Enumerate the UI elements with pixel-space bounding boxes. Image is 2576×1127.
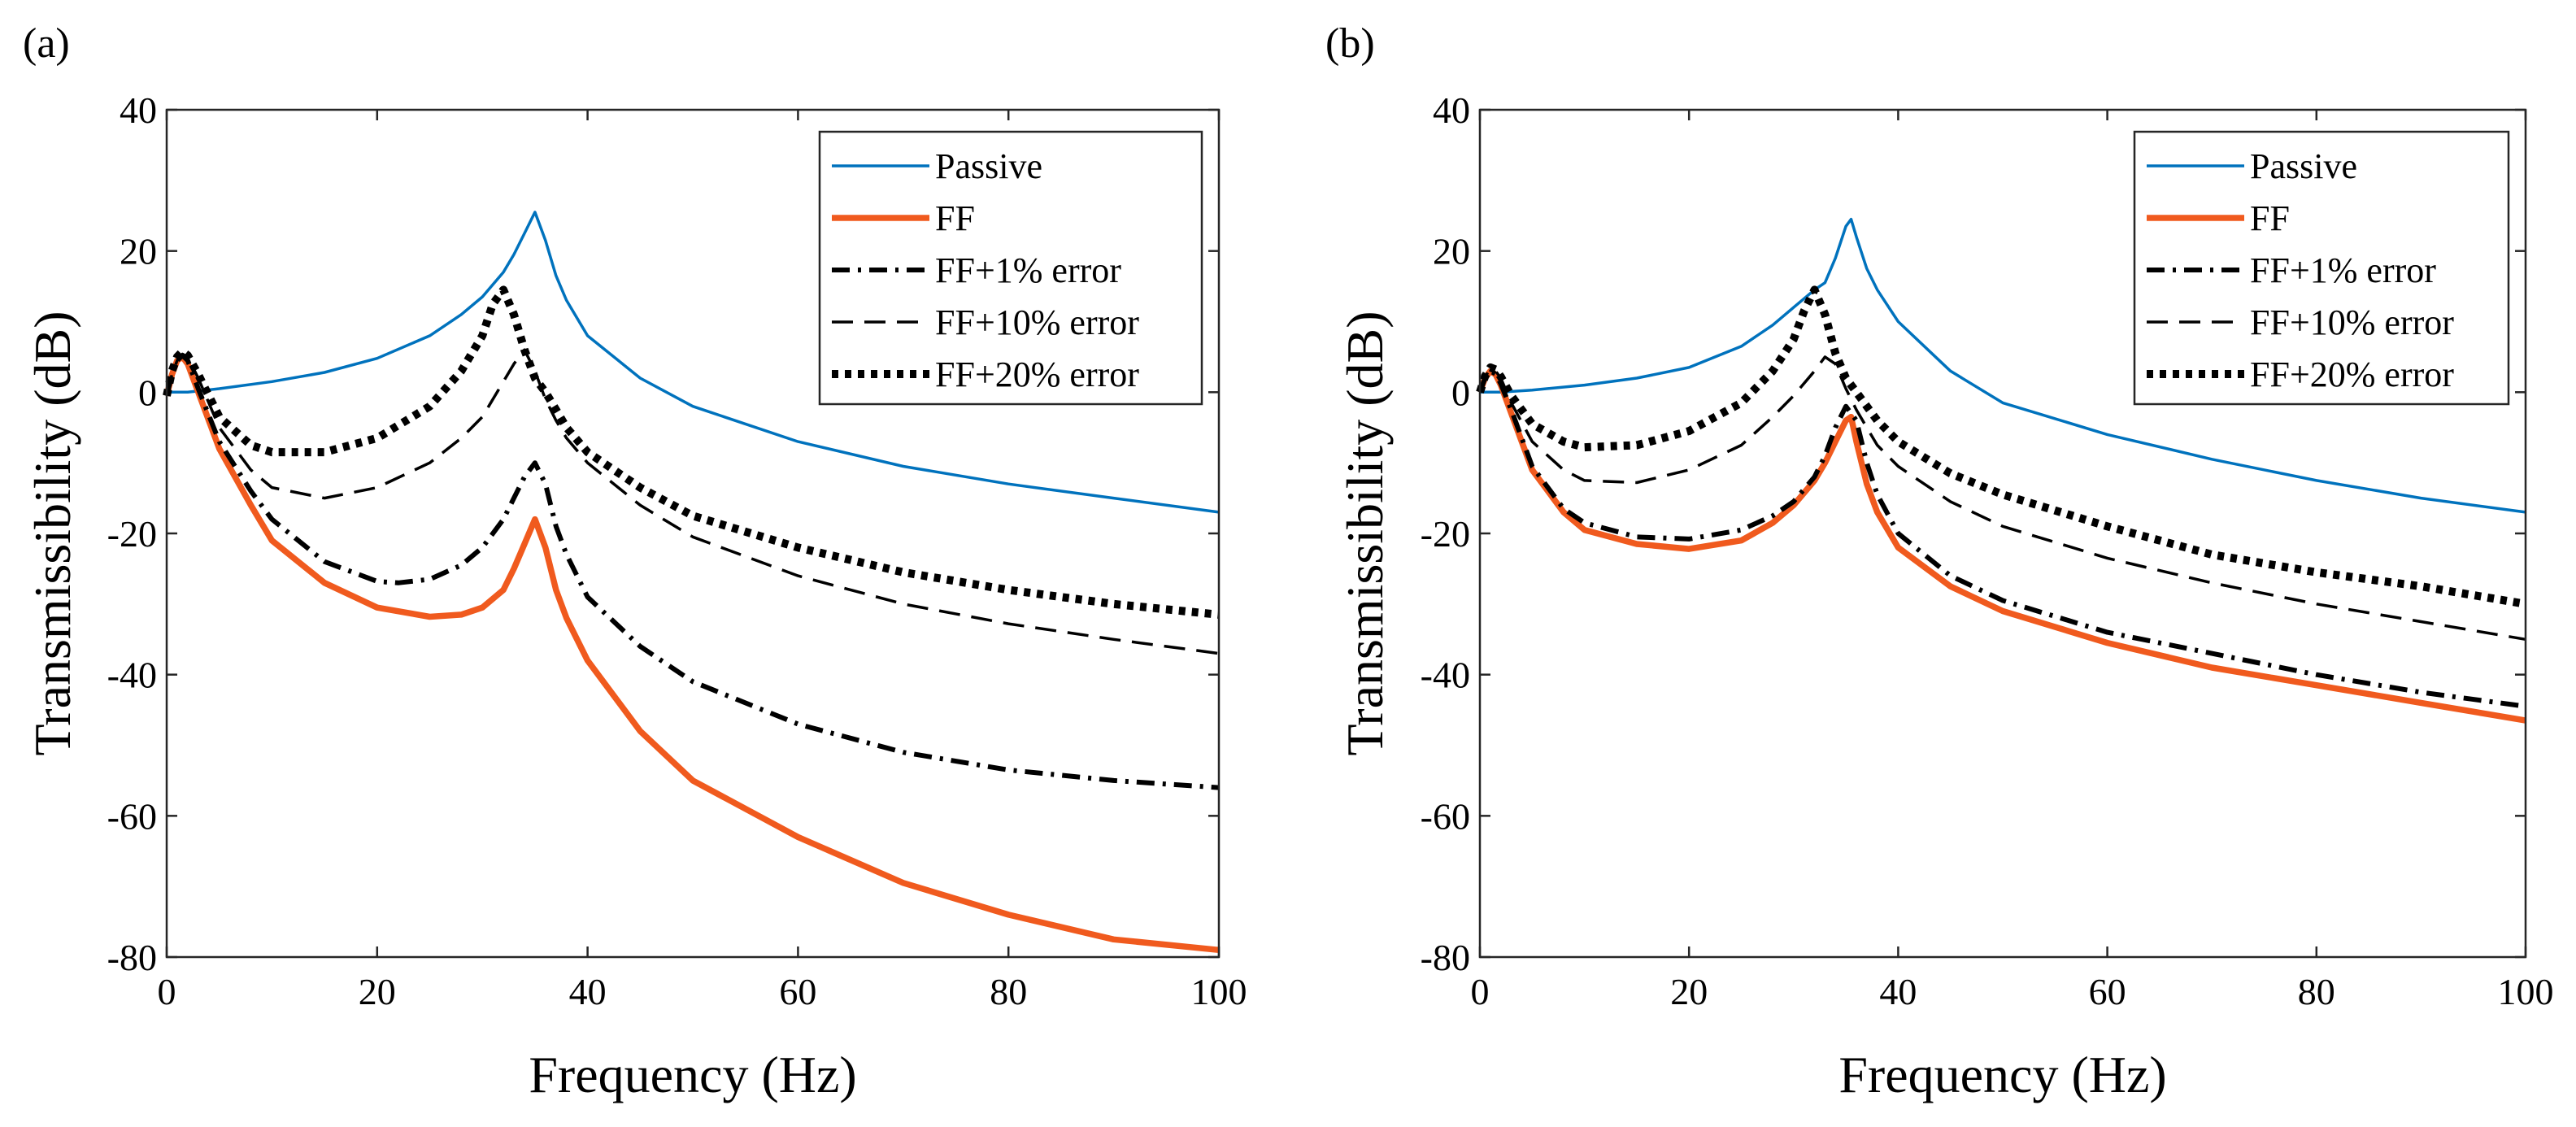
y-tick-label: 20 xyxy=(1433,231,1470,272)
y-tick-label: 0 xyxy=(138,372,157,413)
panel-b-ylabel: Transmissibility (dB) xyxy=(1336,311,1394,755)
legend-entry: FF+10% error xyxy=(2250,302,2454,342)
legend-entry: Passive xyxy=(2250,146,2357,186)
x-tick-label: 60 xyxy=(2089,971,2126,1012)
legend-entry: FF+1% error xyxy=(935,250,1121,290)
series-line-ff-20-error xyxy=(1476,285,2526,608)
panel-a-legend: Passive FF FF+1% error FF+10% error FF+20% e… xyxy=(818,130,1203,406)
y-tick-label: 40 xyxy=(120,89,157,131)
x-tick-label: 100 xyxy=(2498,971,2554,1012)
panel-a-series xyxy=(163,211,1220,954)
y-tick-label: -20 xyxy=(107,513,157,555)
legend-entry: FF xyxy=(935,198,975,238)
panel-a-label: (a) xyxy=(23,20,70,67)
panel-a: (a) 0 20 40 60 80 100 -80 -60 -40 -20 0 20 40 Freque… xyxy=(23,20,1247,1103)
y-tick-label: -20 xyxy=(1421,513,1470,555)
y-tick-label: -80 xyxy=(107,937,157,978)
series-line-passive xyxy=(1480,217,2526,514)
legend-entry: Passive xyxy=(935,146,1042,186)
panel-a-axes-box xyxy=(165,108,1221,959)
x-tick-label: 100 xyxy=(1191,971,1247,1012)
panel-b-series xyxy=(1476,217,2526,724)
x-tick-label: 0 xyxy=(1471,971,1490,1012)
x-tick-label: 40 xyxy=(569,971,607,1012)
legend-entry: FF+20% error xyxy=(935,355,1139,394)
series-line-passive xyxy=(167,211,1220,514)
panel-a-xlabel: Frequency (Hz) xyxy=(529,1046,856,1103)
panel-b-legend: Passive FF FF+1% error FF+10% error FF+20% e… xyxy=(2133,130,2510,406)
y-tick-label: -60 xyxy=(1421,795,1470,837)
y-tick-label: 0 xyxy=(1451,372,1470,413)
panel-b: (b) 0 20 40 60 80 100 -80 -60 -40 -20 0 20 40 Freque… xyxy=(1325,20,2554,1103)
panel-a-ylabel: Transmissibility (dB) xyxy=(24,311,81,755)
panel-b-ticks: 0 20 40 60 80 100 -80 -60 -40 -20 0 20 40 xyxy=(1421,89,2554,1012)
legend-entry: FF xyxy=(2250,198,2290,238)
x-tick-label: 60 xyxy=(779,971,816,1012)
series-line-ff-10-error xyxy=(1478,355,2526,642)
panel-b-axes-box xyxy=(1478,108,2527,959)
legend-entry: FF+10% error xyxy=(935,302,1139,342)
y-tick-label: 20 xyxy=(120,231,157,272)
y-tick-label: -40 xyxy=(1421,655,1470,696)
y-tick-label: -40 xyxy=(107,655,157,696)
legend-entry: FF+20% error xyxy=(2250,355,2454,394)
x-tick-label: 40 xyxy=(1879,971,1917,1012)
y-tick-label: 40 xyxy=(1433,89,1470,131)
panel-b-xlabel: Frequency (Hz) xyxy=(1838,1046,2166,1103)
y-tick-label: -80 xyxy=(1421,937,1470,978)
series-line-ff-1-error xyxy=(1477,368,2526,709)
x-tick-label: 80 xyxy=(990,971,1027,1012)
series-line-ff xyxy=(163,354,1220,954)
x-tick-label: 0 xyxy=(158,971,176,1012)
x-tick-label: 20 xyxy=(359,971,396,1012)
legend-entry: FF+1% error xyxy=(2250,250,2436,290)
x-tick-label: 80 xyxy=(2298,971,2335,1012)
y-tick-label: -60 xyxy=(107,795,157,837)
series-line-ff-20-error xyxy=(163,285,1220,619)
series-line-ff xyxy=(1477,368,2526,724)
panel-b-label: (b) xyxy=(1325,20,1375,67)
series-line-ff-1-error xyxy=(164,353,1220,790)
series-line-ff-10-error xyxy=(165,348,1220,655)
x-tick-label: 20 xyxy=(1670,971,1708,1012)
panel-a-ticks: 0 20 40 60 80 100 -80 -60 -40 -20 0 20 40 xyxy=(107,89,1247,1012)
